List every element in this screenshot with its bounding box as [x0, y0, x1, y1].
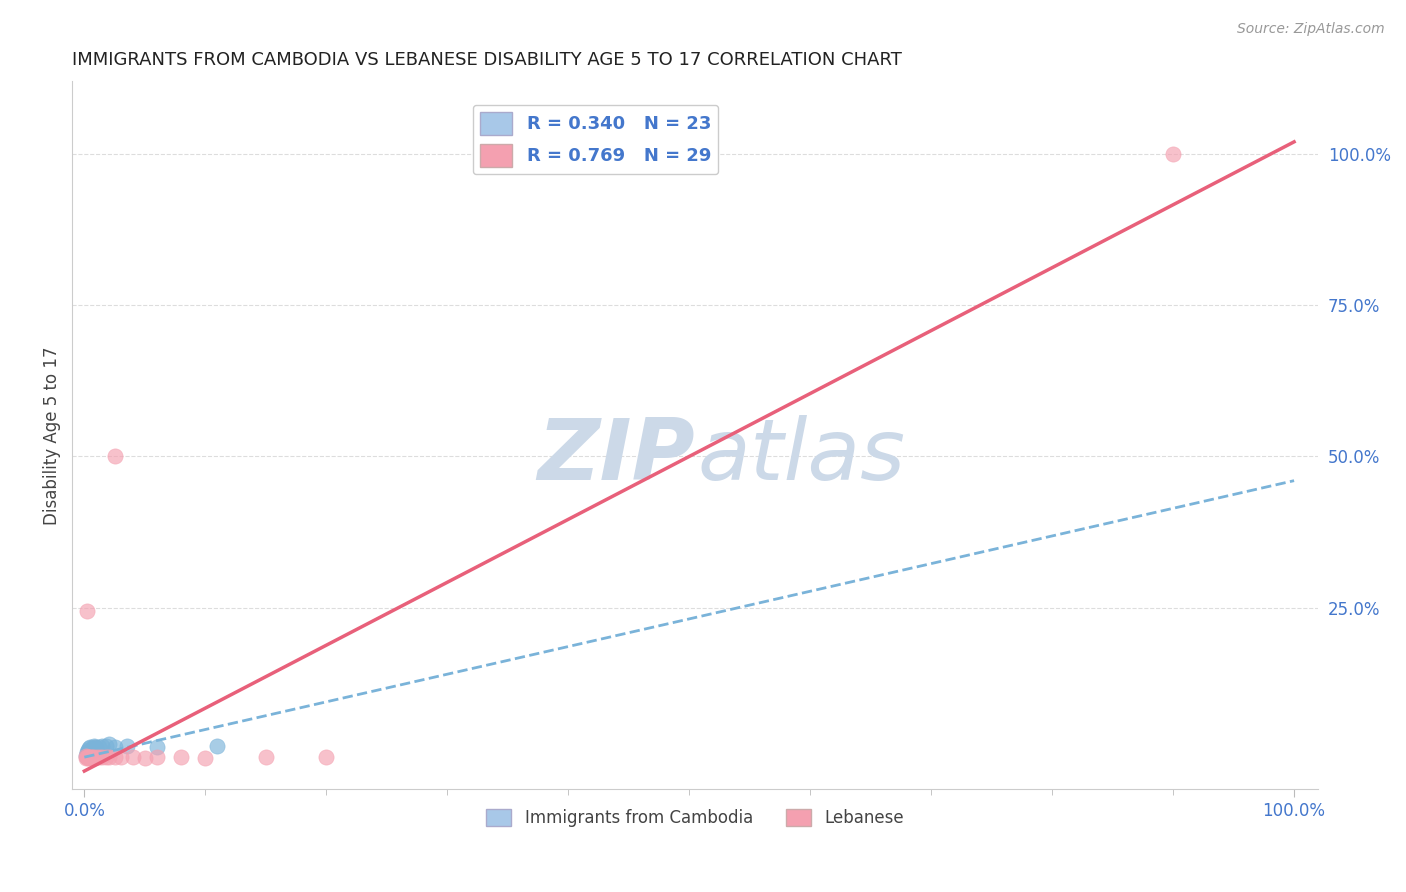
Point [82, 750, 104, 764]
Point [75, 751, 97, 765]
Point [87, 739, 110, 754]
Point [75, 748, 97, 763]
Point [77, 741, 100, 756]
Point [77, 750, 100, 764]
Point [77, 751, 100, 765]
Point [115, 739, 138, 753]
Point [77, 746, 100, 760]
Point [83, 739, 105, 753]
Point [146, 750, 169, 764]
Point [76, 604, 98, 618]
Point [86, 750, 108, 764]
Point [86, 741, 108, 756]
Point [170, 750, 193, 764]
Point [77, 746, 100, 760]
Point [194, 751, 217, 765]
Point [76, 747, 98, 761]
Point [207, 739, 229, 753]
Point [91, 750, 114, 764]
Point [75, 748, 97, 763]
Point [83, 743, 105, 757]
Point [91, 739, 114, 753]
Point [134, 751, 156, 765]
Point [77, 743, 100, 757]
Point [76, 750, 98, 764]
Point [82, 741, 104, 756]
Point [146, 739, 169, 754]
Point [76, 749, 98, 764]
Point [79, 751, 101, 765]
Point [103, 739, 125, 754]
Point [84, 739, 107, 754]
Point [94, 739, 117, 753]
Text: ZIP: ZIP [537, 415, 695, 498]
Text: atlas: atlas [697, 415, 905, 498]
Point [80, 750, 103, 764]
Point [1161, 147, 1184, 161]
Point [254, 750, 277, 764]
Point [315, 750, 337, 764]
Point [83, 751, 105, 765]
Point [76, 745, 98, 759]
Text: IMMIGRANTS FROM CAMBODIA VS LEBANESE DISABILITY AGE 5 TO 17 CORRELATION CHART: IMMIGRANTS FROM CAMBODIA VS LEBANESE DIS… [72, 51, 903, 69]
Point [97, 750, 120, 764]
Point [110, 750, 132, 764]
Point [79, 745, 101, 759]
Point [77, 750, 100, 764]
Point [87, 750, 110, 764]
Point [94, 750, 117, 764]
Point [79, 739, 101, 754]
Point [103, 450, 125, 464]
Point [80, 743, 103, 757]
Point [79, 749, 101, 764]
Point [121, 750, 143, 764]
Point [97, 737, 120, 751]
Point [103, 750, 125, 764]
Legend: Immigrants from Cambodia, Lebanese: Immigrants from Cambodia, Lebanese [479, 803, 911, 834]
Y-axis label: Disability Age 5 to 17: Disability Age 5 to 17 [44, 346, 60, 524]
Text: Source: ZipAtlas.com: Source: ZipAtlas.com [1237, 22, 1385, 37]
